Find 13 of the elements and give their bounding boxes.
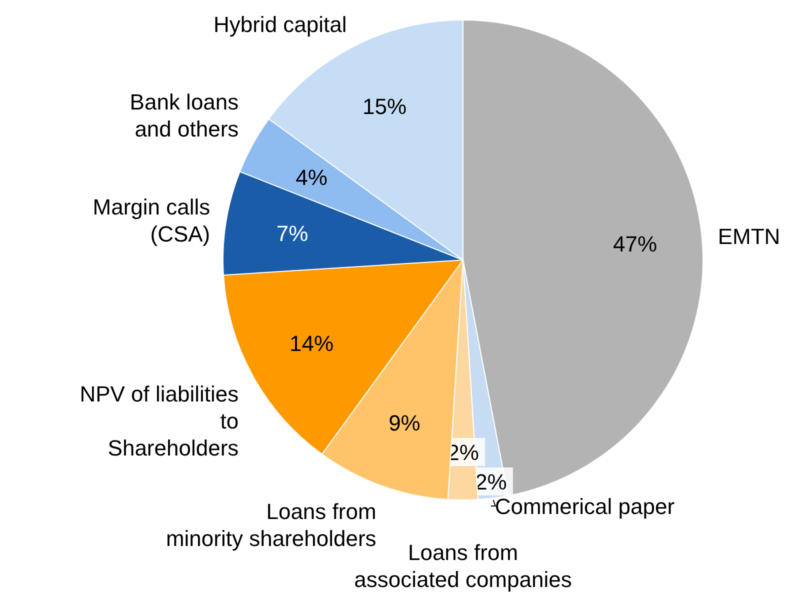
slice-label: Margin calls (CSA): [92, 194, 210, 246]
data-label: 14%: [290, 331, 334, 356]
slice-label: Commerical paper: [494, 494, 675, 519]
slice-label: Hybrid capital: [213, 12, 347, 37]
slice-label: NPV of liabilities to Shareholders: [80, 381, 239, 460]
data-label: 9%: [388, 410, 420, 436]
data-label: 47%: [613, 232, 658, 257]
slice-label: EMTN: [718, 224, 780, 249]
data-label: 7%: [276, 220, 308, 246]
data-label: 15%: [362, 94, 407, 120]
data-label: 2%: [475, 469, 507, 494]
data-label: 4%: [296, 164, 328, 190]
slice-label: Bank loans and others: [130, 90, 239, 142]
